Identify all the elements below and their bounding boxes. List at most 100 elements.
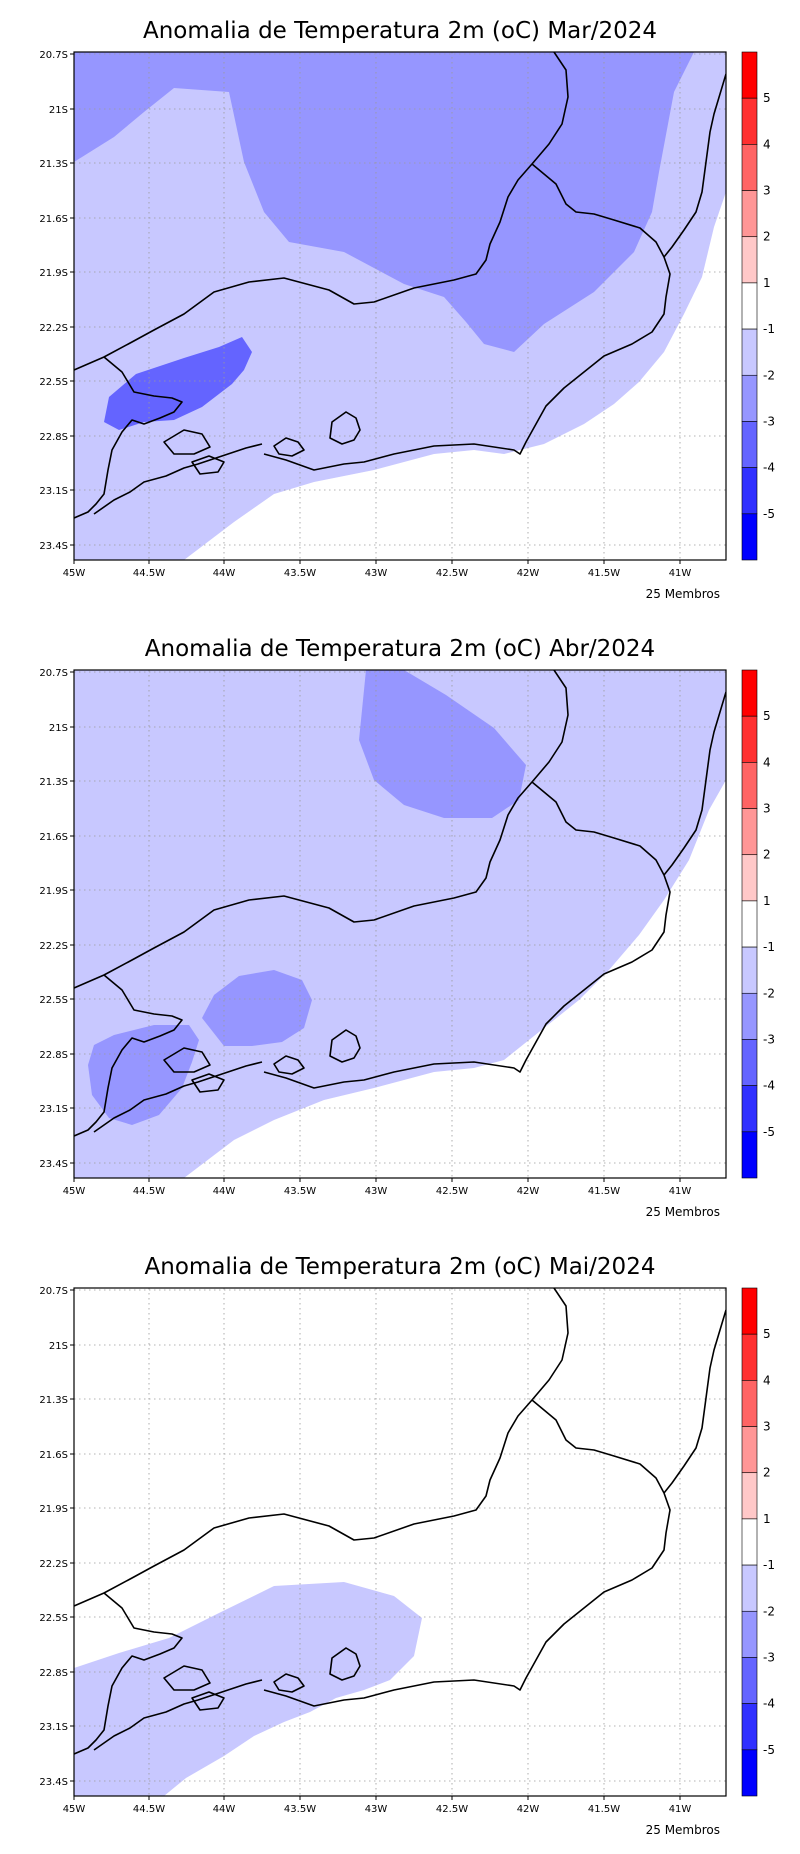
island-outline xyxy=(329,1029,361,1063)
colorbar-swatch xyxy=(741,946,758,994)
lat-tick-label: 21.9S xyxy=(39,886,68,897)
lat-tick-label: 23.4S xyxy=(39,1777,68,1788)
panel-title: Anomalia de Temperatura 2m (oC) Mar/2024 xyxy=(143,18,657,44)
lat-tick-label: 21.3S xyxy=(39,1395,68,1406)
colorbar-swatch xyxy=(741,1564,758,1612)
lon-tick-label: 42W xyxy=(517,568,540,579)
island-outline xyxy=(191,1073,225,1093)
island-outline xyxy=(163,429,211,455)
colorbar-swatch xyxy=(741,1472,758,1520)
colorbar-label: -5 xyxy=(763,1743,775,1757)
colorbar-swatch xyxy=(741,1085,758,1133)
colorbar-label: 5 xyxy=(763,709,771,723)
lat-tick-label: 22.5S xyxy=(39,995,68,1006)
colorbar-swatch xyxy=(741,513,758,561)
colorbar-label: -2 xyxy=(763,1604,775,1618)
lon-tick-label: 43.5W xyxy=(284,568,316,579)
colorbar-swatch xyxy=(741,374,758,422)
lon-tick-label: 43W xyxy=(365,568,388,579)
lat-tick-label: 20.7S xyxy=(39,668,68,679)
plot-frame xyxy=(73,669,727,1179)
lon-tick-label: 41W xyxy=(669,568,692,579)
lon-tick-label: 42.5W xyxy=(436,1186,468,1197)
colorbar-label: 1 xyxy=(763,1512,771,1526)
lon-tick-label: 44W xyxy=(213,1804,236,1815)
colorbar-label: -1 xyxy=(763,1558,775,1572)
state-border xyxy=(74,670,726,1137)
map-panel-3: Anomalia de Temperatura 2m (oC) Mai/2024… xyxy=(39,1254,775,1837)
lon-tick-label: 43.5W xyxy=(284,1186,316,1197)
colorbar-label: -2 xyxy=(763,368,775,382)
colorbar-swatch xyxy=(741,1518,758,1566)
lat-tick-label: 22.5S xyxy=(39,1613,68,1624)
panel-title: Anomalia de Temperatura 2m (oC) Mai/2024 xyxy=(145,1254,656,1280)
colorbar-label: -5 xyxy=(763,507,775,521)
lat-tick-label: 21.6S xyxy=(39,832,68,843)
ensemble-members-label: 25 Membros xyxy=(646,1205,720,1219)
colorbar-label: -4 xyxy=(763,461,775,475)
plot-area xyxy=(73,1287,727,1797)
colorbar-swatch xyxy=(741,669,758,717)
state-border xyxy=(74,1288,726,1755)
colorbar-label: -4 xyxy=(763,1079,775,1093)
island-outline xyxy=(329,411,361,445)
anomaly-region-2 xyxy=(74,52,694,352)
colorbar-swatch xyxy=(741,762,758,809)
lon-tick-label: 42.5W xyxy=(436,568,468,579)
colorbar-label: 4 xyxy=(763,137,771,151)
lon-tick-label: 45W xyxy=(63,1804,86,1815)
lat-tick-label: 22.8S xyxy=(39,1050,68,1061)
colorbar-swatch xyxy=(741,808,758,856)
lon-tick-label: 44W xyxy=(213,1186,236,1197)
border-line xyxy=(74,1288,726,1755)
lon-tick-label: 44.5W xyxy=(133,568,165,579)
colorbar: 5 4 3 2 1 -1 -2 -3 -4 -5 xyxy=(741,1287,775,1797)
anomaly-fills xyxy=(74,52,726,560)
colorbar-swatch xyxy=(741,854,758,902)
lon-tick-label: 41W xyxy=(669,1804,692,1815)
colorbar-label: 5 xyxy=(763,91,771,105)
island-outline xyxy=(273,1055,305,1075)
colorbar-swatch xyxy=(741,1610,758,1658)
anomaly-region-4 xyxy=(184,192,726,560)
colorbar-label: -3 xyxy=(763,414,775,428)
plot-frame xyxy=(73,1287,727,1797)
colorbar-swatch xyxy=(741,900,758,948)
island-outline xyxy=(163,1047,211,1073)
island-outline xyxy=(273,437,305,457)
anomaly-fills xyxy=(74,670,726,1178)
ensemble-members-label: 25 Membros xyxy=(646,587,720,601)
lat-tick-label: 21S xyxy=(49,723,68,734)
state-border xyxy=(74,52,726,519)
ensemble-members-label: 25 Membros xyxy=(646,1823,720,1837)
lon-tick-label: 42W xyxy=(517,1186,540,1197)
lat-tick-label: 22.2S xyxy=(39,941,68,952)
lon-tick-label: 43W xyxy=(365,1804,388,1815)
colorbar-swatch xyxy=(741,992,758,1040)
colorbar-swatch xyxy=(741,97,758,145)
colorbar-swatch xyxy=(741,236,758,284)
lon-tick-label: 45W xyxy=(63,1186,86,1197)
island-outline xyxy=(191,455,225,475)
lat-tick-label: 22.5S xyxy=(39,377,68,388)
lat-tick-label: 23.1S xyxy=(39,1104,68,1115)
colorbar-swatch xyxy=(741,1039,758,1086)
colorbar-swatch xyxy=(741,467,758,515)
anomaly-region-3 xyxy=(202,970,312,1046)
anomaly-region-1 xyxy=(74,1582,422,1796)
colorbar-label: -1 xyxy=(763,940,775,954)
lon-tick-label: 44.5W xyxy=(133,1804,165,1815)
colorbar-label: 5 xyxy=(763,1327,771,1341)
lat-tick-label: 21.3S xyxy=(39,159,68,170)
colorbar-label: 1 xyxy=(763,276,771,290)
lon-tick-label: 41.5W xyxy=(588,568,620,579)
lon-tick-label: 44W xyxy=(213,568,236,579)
colorbar-swatch xyxy=(741,421,758,468)
colorbar-swatch xyxy=(741,282,758,330)
lat-tick-label: 21S xyxy=(49,1341,68,1352)
map-panel-1: Anomalia de Temperatura 2m (oC) Mar/2024… xyxy=(39,18,775,601)
lat-tick-label: 22.2S xyxy=(39,323,68,334)
colorbar-label: 1 xyxy=(763,894,771,908)
colorbar-swatch xyxy=(741,1749,758,1797)
lat-tick-label: 23.4S xyxy=(39,1159,68,1170)
